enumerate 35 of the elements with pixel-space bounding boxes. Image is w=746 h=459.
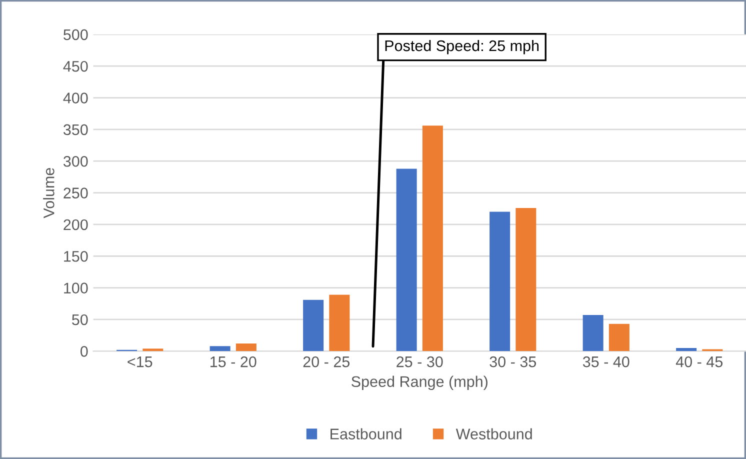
bar (210, 346, 230, 352)
annotation: Posted Speed: 25 mph (385, 40, 539, 54)
bar (422, 126, 443, 352)
x-tick-label: <15 (128, 356, 152, 368)
legend-label: Eastbound (330, 428, 402, 440)
x-tick-label: 35 - 40 (582, 356, 630, 368)
x-axis-title: Speed Range (mph) (352, 376, 488, 390)
x-tick-label: 20 - 25 (303, 356, 350, 368)
y-tick-label: 150 (64, 250, 88, 262)
bar (676, 348, 697, 352)
y-tick-label: 400 (63, 92, 88, 104)
y-tick-label: 250 (64, 188, 88, 198)
x-tick-label: 30 - 35 (490, 356, 536, 368)
bar (582, 315, 604, 352)
x-tick-label: 15 - 20 (210, 356, 256, 368)
legend-label: Westbound (456, 428, 532, 440)
y-tick-label: 100 (64, 282, 88, 294)
x-tick-label: 40 - 45 (676, 356, 723, 368)
bar (329, 294, 350, 352)
y-tick-label: 0 (80, 346, 88, 357)
bar (142, 348, 164, 352)
bar (236, 344, 256, 352)
y-tick-label: 500 (64, 29, 88, 40)
y-tick-label: 450 (63, 60, 88, 72)
y-tick-label: 50 (72, 314, 88, 326)
bar (303, 300, 324, 352)
y-axis-title: Volume (43, 168, 54, 218)
x-tick-label: 25 - 30 (396, 356, 443, 368)
bar (516, 208, 536, 352)
bar (396, 168, 417, 352)
y-tick-label: 300 (63, 156, 88, 167)
y-tick-label: 200 (64, 219, 88, 230)
bar (490, 212, 510, 352)
y-tick-label: 350 (63, 124, 88, 136)
bar (608, 324, 630, 352)
